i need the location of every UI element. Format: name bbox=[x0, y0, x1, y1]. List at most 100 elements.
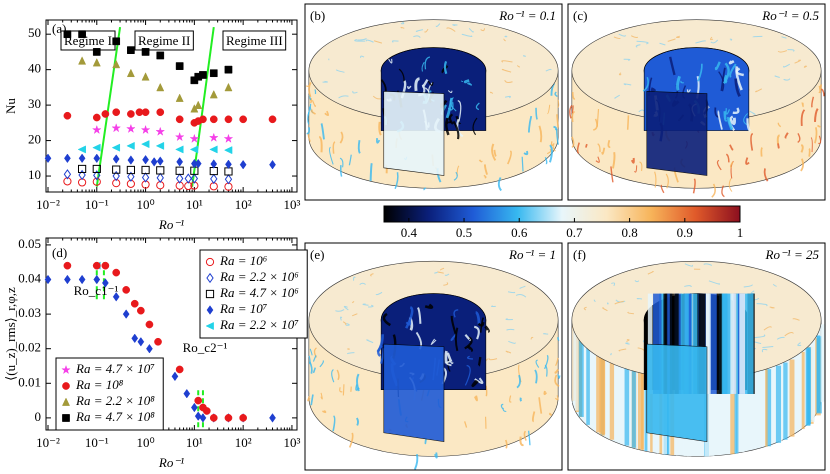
texture bbox=[630, 157, 635, 164]
texture bbox=[557, 373, 561, 379]
texture bbox=[667, 38, 676, 42]
data-point bbox=[156, 108, 165, 117]
texture bbox=[516, 65, 520, 68]
data-point bbox=[63, 261, 72, 270]
texture bbox=[549, 144, 553, 163]
legend-label: Ra = 4.7 × 10⁸ bbox=[75, 409, 155, 424]
texture bbox=[729, 144, 734, 151]
texture bbox=[766, 369, 772, 447]
texture bbox=[445, 97, 454, 119]
guide-line bbox=[95, 26, 122, 187]
texture bbox=[709, 293, 718, 394]
data-point bbox=[239, 159, 247, 170]
data-point bbox=[239, 414, 247, 422]
data-point bbox=[175, 145, 184, 154]
texture bbox=[452, 120, 460, 140]
data-point bbox=[156, 166, 165, 175]
texture bbox=[789, 359, 795, 437]
texture bbox=[543, 390, 548, 396]
data-point bbox=[174, 131, 185, 142]
texture bbox=[478, 159, 483, 163]
data-point bbox=[44, 153, 52, 164]
texture bbox=[777, 142, 780, 149]
y-tick-label: 0.05 bbox=[18, 236, 41, 251]
data-point bbox=[126, 68, 135, 78]
texture bbox=[613, 36, 621, 39]
x-tick-label: 10¹ bbox=[186, 197, 203, 212]
texture bbox=[569, 104, 573, 119]
texture bbox=[352, 90, 358, 94]
data-point bbox=[78, 30, 86, 39]
texture bbox=[716, 159, 722, 171]
data-point bbox=[210, 159, 218, 169]
data-point bbox=[156, 172, 164, 183]
texture bbox=[800, 144, 804, 153]
texture bbox=[665, 173, 669, 189]
data-point bbox=[127, 155, 135, 165]
texture bbox=[519, 436, 524, 447]
data-point bbox=[199, 71, 207, 79]
data-point bbox=[92, 143, 101, 152]
texture bbox=[734, 376, 738, 454]
annotation: Regime II bbox=[138, 33, 190, 48]
texture bbox=[630, 35, 638, 38]
texture bbox=[554, 91, 558, 98]
texture bbox=[800, 158, 804, 172]
texture bbox=[635, 44, 641, 48]
x-tick-label: 10⁻² bbox=[36, 197, 60, 212]
texture bbox=[601, 147, 606, 155]
texture bbox=[595, 156, 600, 163]
legend-marker bbox=[61, 364, 71, 375]
texture bbox=[606, 302, 609, 305]
y-tick-label: 30 bbox=[28, 96, 41, 111]
data-point bbox=[127, 46, 135, 54]
texture bbox=[463, 79, 470, 84]
texture bbox=[422, 78, 429, 88]
texture bbox=[623, 83, 632, 86]
texture bbox=[730, 376, 735, 455]
texture bbox=[398, 68, 405, 83]
data-point bbox=[190, 166, 199, 175]
data-point bbox=[194, 396, 203, 405]
texture bbox=[407, 85, 412, 90]
texture bbox=[504, 95, 511, 99]
texture bbox=[503, 38, 506, 42]
texture bbox=[575, 333, 579, 411]
data-point bbox=[141, 165, 150, 175]
texture bbox=[717, 110, 723, 130]
data-point bbox=[141, 108, 150, 117]
data-point bbox=[130, 299, 139, 308]
texture bbox=[728, 178, 733, 192]
texture bbox=[614, 300, 624, 305]
texture bbox=[340, 165, 343, 177]
texture bbox=[477, 356, 482, 367]
texture bbox=[769, 306, 775, 309]
texture bbox=[710, 39, 719, 44]
texture bbox=[453, 171, 458, 181]
texture bbox=[801, 351, 805, 430]
texture bbox=[556, 114, 559, 128]
data-point bbox=[199, 115, 207, 124]
texture bbox=[647, 293, 653, 394]
texture bbox=[547, 104, 551, 115]
data-point bbox=[93, 274, 101, 285]
data-point bbox=[78, 274, 86, 285]
texture bbox=[311, 100, 316, 107]
x-tick-label: 10³ bbox=[283, 197, 300, 212]
texture bbox=[430, 338, 437, 346]
texture bbox=[532, 411, 536, 423]
texture bbox=[636, 40, 649, 45]
texture bbox=[516, 374, 521, 389]
data-point bbox=[190, 402, 198, 413]
texture bbox=[370, 273, 374, 277]
texture bbox=[612, 152, 616, 169]
texture bbox=[443, 282, 449, 286]
texture bbox=[434, 452, 438, 459]
panel-frame bbox=[304, 3, 563, 201]
data-point bbox=[199, 413, 207, 423]
x-tick-label: 10¹ bbox=[186, 435, 203, 450]
texture bbox=[471, 379, 479, 388]
texture bbox=[366, 339, 374, 344]
data-point bbox=[223, 133, 234, 143]
data-point bbox=[126, 141, 135, 150]
